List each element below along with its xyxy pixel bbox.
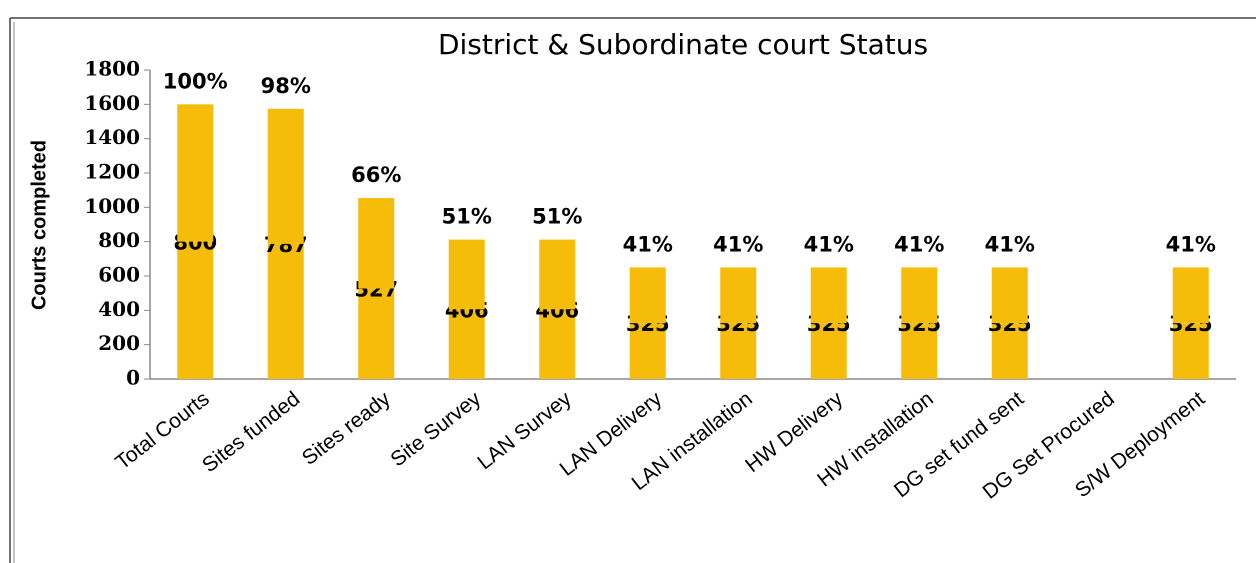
percent-label: 51%: [532, 205, 582, 229]
bar-segment: [539, 239, 576, 310]
y-axis-label: Courts completed: [28, 140, 50, 310]
bar-segment: [267, 243, 304, 379]
x-tick-label: Sites funded: [198, 387, 304, 477]
bar-segment: [1172, 323, 1209, 379]
y-tick-label: 0: [126, 366, 140, 390]
y-tick-label: 200: [98, 331, 140, 355]
y-tick-label: 1600: [84, 91, 140, 115]
percent-label: 66%: [351, 163, 401, 187]
bar-segment: [267, 108, 304, 244]
y-tick-label: 600: [98, 263, 140, 287]
percent-label: 41%: [804, 232, 854, 256]
x-tick-label: Sites ready: [298, 387, 395, 470]
bar-segment: [810, 267, 847, 324]
bar-segment: [358, 288, 395, 379]
percent-label: 98%: [261, 74, 311, 98]
bar-segment: [1172, 267, 1209, 324]
percent-label: 51%: [442, 205, 492, 229]
x-tick-label: Site Survey: [386, 387, 485, 472]
chart-title: District & Subordinate court Status: [438, 28, 928, 61]
bar-segment: [991, 323, 1028, 379]
y-tick-label: 1800: [84, 57, 140, 81]
y-tick-label: 800: [98, 228, 140, 252]
bar-segment: [358, 198, 395, 289]
y-tick-label: 1200: [84, 160, 140, 184]
y-tick-label: 1000: [84, 194, 140, 218]
bar-segment: [901, 323, 938, 379]
bar-segment: [810, 323, 847, 379]
bar-segment: [991, 267, 1028, 324]
x-tick-label: Total Courts: [111, 387, 213, 474]
y-tick-label: 400: [98, 297, 140, 321]
percent-label: 41%: [1166, 232, 1216, 256]
percent-label: 41%: [985, 232, 1035, 256]
bar-segment: [720, 267, 757, 324]
bar-segment: [720, 323, 757, 379]
bar-segment: [448, 309, 485, 379]
percent-label: 100%: [163, 69, 228, 93]
percent-label: 41%: [713, 232, 763, 256]
bar-segment: [629, 267, 666, 324]
bar-segment: [177, 241, 214, 379]
y-tick-label: 1400: [84, 125, 140, 149]
percent-label: 41%: [623, 232, 673, 256]
percent-label: 41%: [894, 232, 944, 256]
bar-segment: [177, 104, 214, 242]
bar-segment: [901, 267, 938, 324]
bar-segment: [448, 239, 485, 310]
bar-segment: [539, 309, 576, 379]
bar-segment: [629, 323, 666, 379]
